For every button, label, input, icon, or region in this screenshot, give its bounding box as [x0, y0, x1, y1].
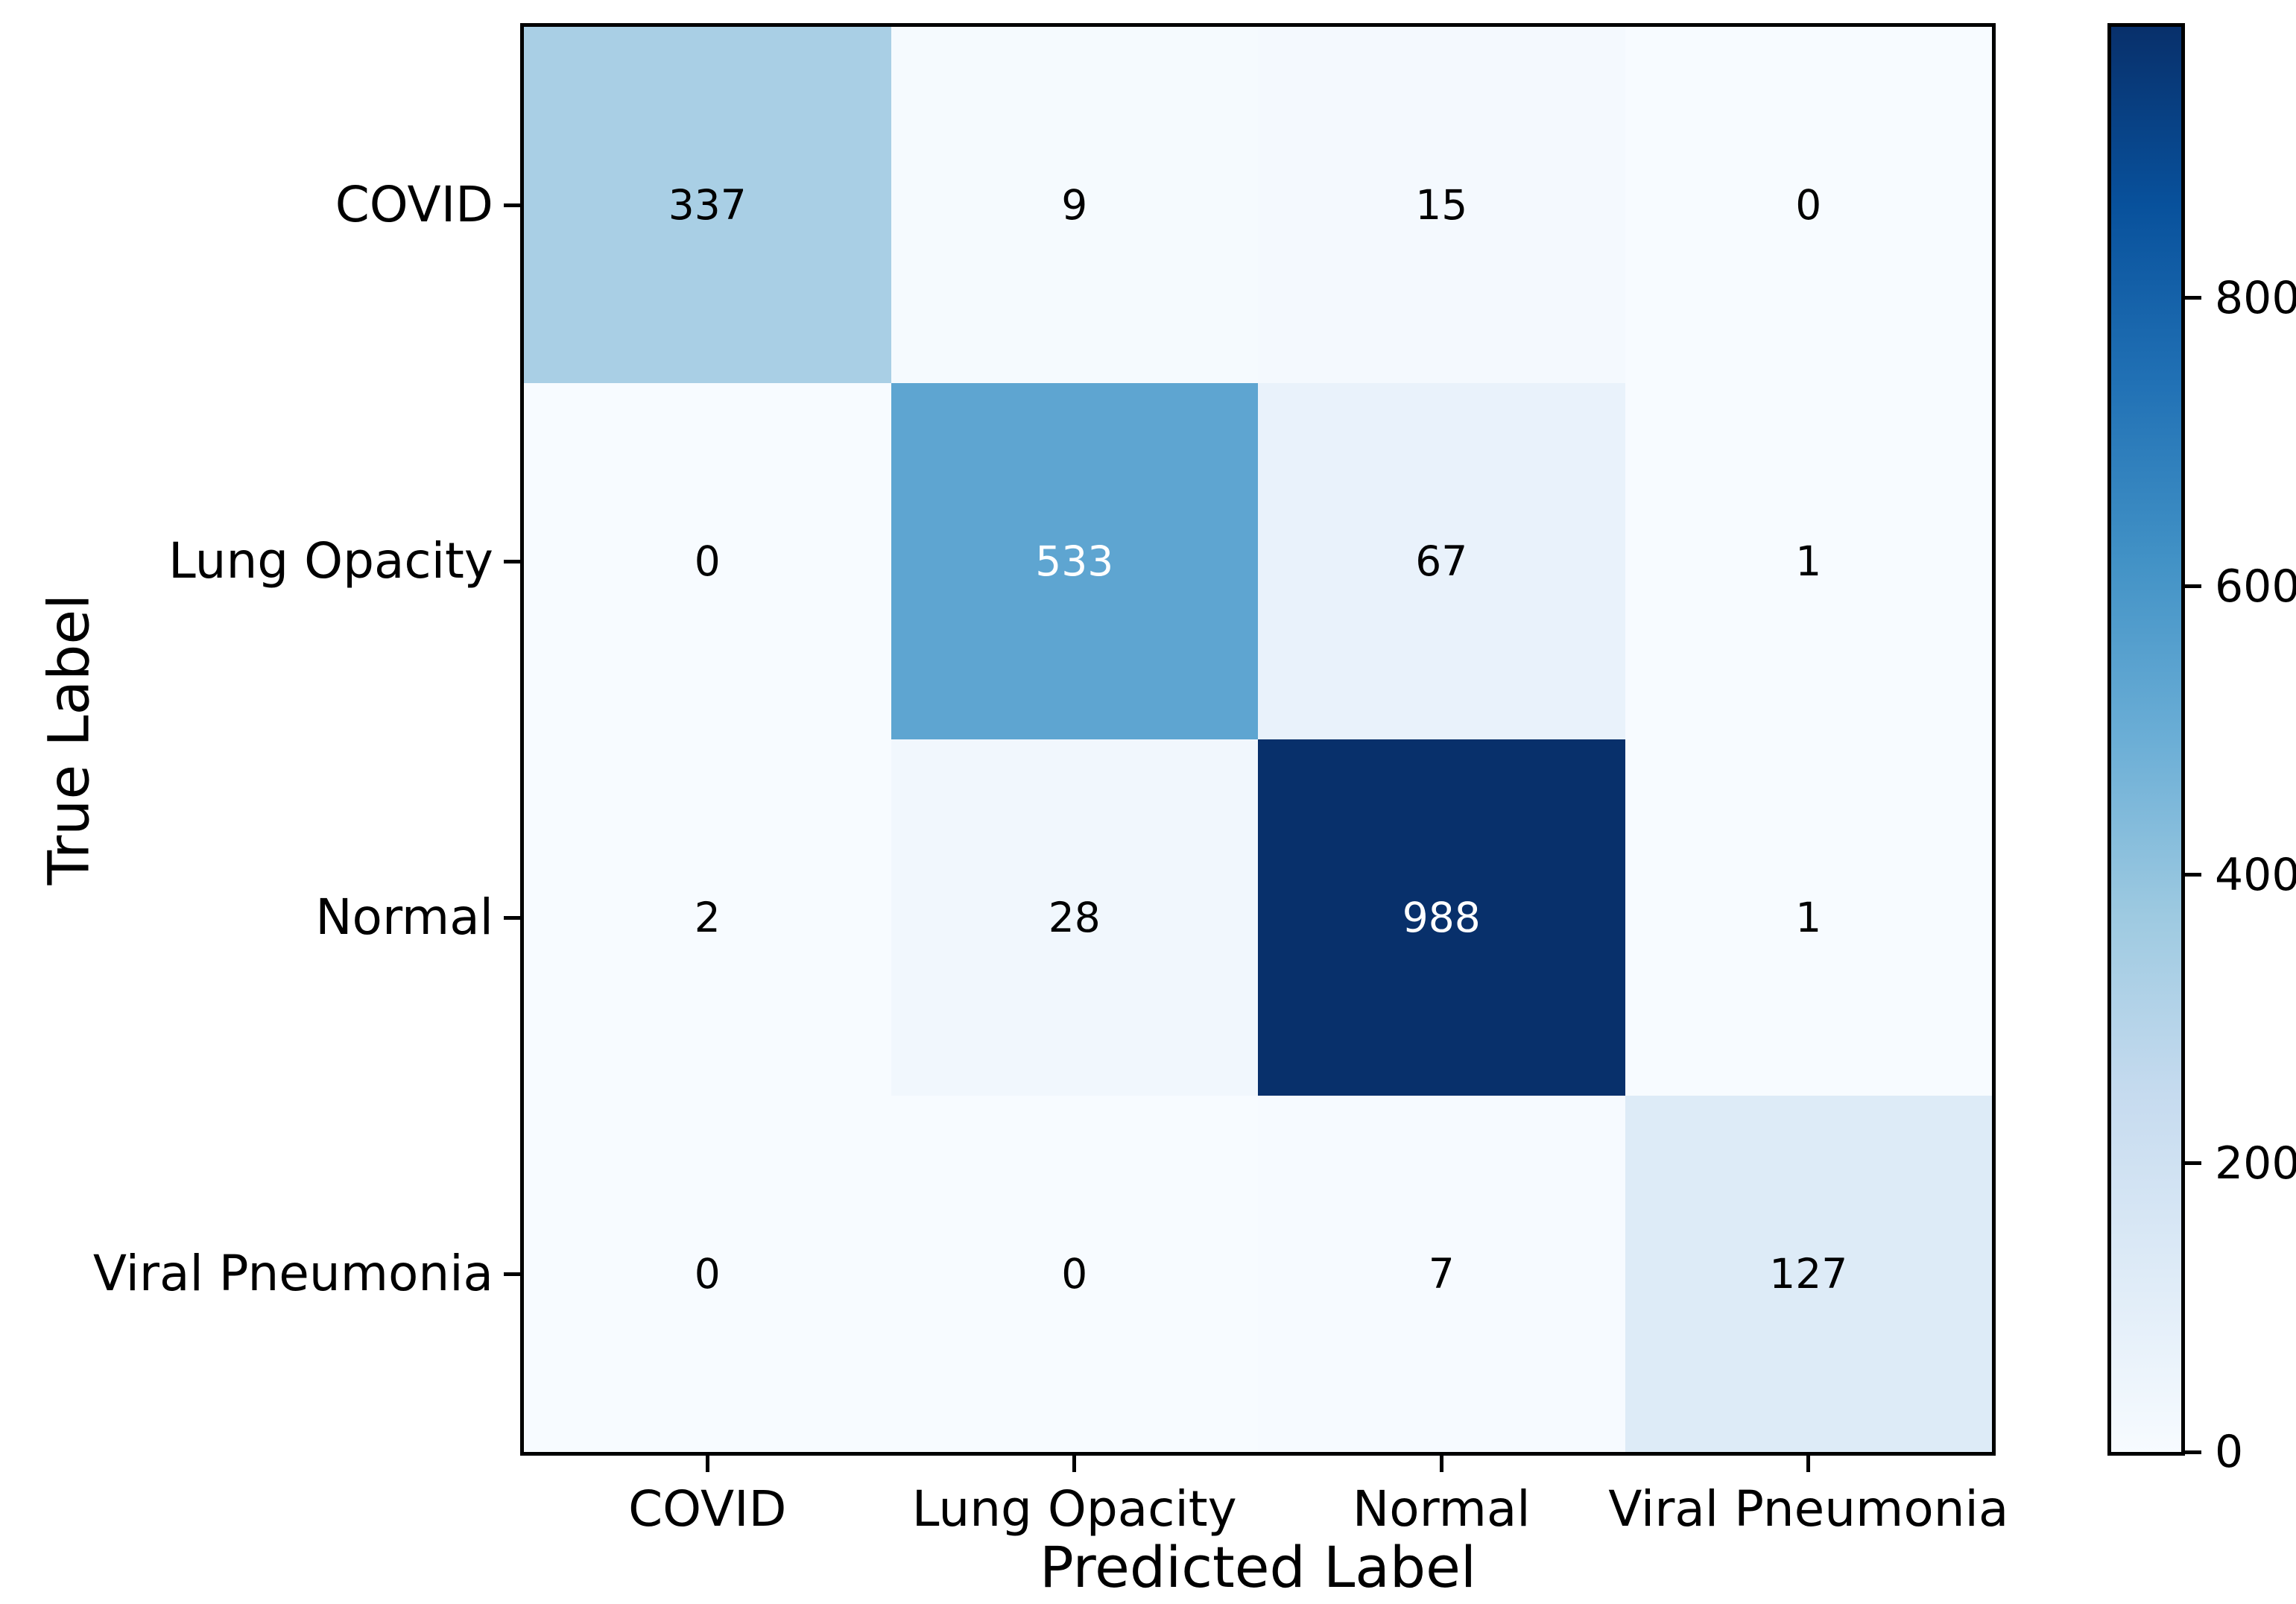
matrix-cell-Viral Pneumonia-COVID: 0	[524, 1096, 891, 1452]
tick-mark	[1072, 1456, 1077, 1472]
matrix-cell-Normal-Normal: 988	[1258, 739, 1625, 1096]
tick-mark	[504, 915, 520, 920]
y-tick-label-Viral Pneumonia: Viral Pneumonia	[92, 1245, 493, 1302]
matrix-cell-COVID-Viral Pneumonia: 0	[1625, 27, 1992, 383]
y-tick-label-COVID: COVID	[335, 176, 493, 233]
matrix-cell-COVID-Lung Opacity: 9	[891, 27, 1258, 383]
x-tick-label-Lung Opacity: Lung Opacity	[911, 1480, 1237, 1538]
x-tick-label-COVID: COVID	[628, 1480, 787, 1538]
colorbar-tick-label-400: 400	[2215, 848, 2296, 901]
matrix-cell-Lung Opacity-Viral Pneumonia: 1	[1625, 383, 1992, 739]
colorbar-tick-label-800: 800	[2215, 271, 2296, 324]
tick-mark	[2185, 1450, 2201, 1454]
matrix-cell-Lung Opacity-COVID: 0	[524, 383, 891, 739]
matrix-cell-COVID-COVID: 337	[524, 27, 891, 383]
colorbar-tick-label-0: 0	[2215, 1426, 2244, 1478]
tick-mark	[2185, 296, 2201, 300]
matrix-cell-Normal-Viral Pneumonia: 1	[1625, 739, 1992, 1096]
tick-mark	[504, 203, 520, 207]
matrix-cell-Viral Pneumonia-Normal: 7	[1258, 1096, 1625, 1452]
tick-mark	[2185, 873, 2201, 877]
tick-mark	[504, 559, 520, 563]
x-tick-label-Normal: Normal	[1352, 1480, 1531, 1538]
matrix-cell-Normal-Lung Opacity: 28	[891, 739, 1258, 1096]
colorbar-tick-label-600: 600	[2215, 560, 2296, 613]
matrix-cell-Viral Pneumonia-Viral Pneumonia: 127	[1625, 1096, 1992, 1452]
x-axis-title: Predicted Label	[1040, 1534, 1476, 1600]
x-tick-label-Viral Pneumonia: Viral Pneumonia	[1608, 1480, 2009, 1538]
tick-mark	[705, 1456, 709, 1472]
matrix-cell-Lung Opacity-Normal: 67	[1258, 383, 1625, 739]
tick-mark	[2185, 584, 2201, 589]
colorbar	[2107, 23, 2185, 1456]
y-axis-title: True Label	[35, 593, 102, 885]
y-tick-label-Normal: Normal	[315, 888, 493, 946]
matrix-cell-Normal-COVID: 2	[524, 739, 891, 1096]
colorbar-tick-label-200: 200	[2215, 1137, 2296, 1190]
tick-mark	[1806, 1456, 1811, 1472]
heatmap-grid: 337 9 15 0 0 533 67 1 2 28 988 1 0 0 7 127	[520, 23, 1996, 1456]
tick-mark	[504, 1272, 520, 1276]
matrix-cell-COVID-Normal: 15	[1258, 27, 1625, 383]
matrix-cell-Viral Pneumonia-Lung Opacity: 0	[891, 1096, 1258, 1452]
y-tick-label-Lung Opacity: Lung Opacity	[168, 532, 493, 590]
tick-mark	[1439, 1456, 1443, 1472]
matrix-cell-Lung Opacity-Lung Opacity: 533	[891, 383, 1258, 739]
tick-mark	[2185, 1161, 2201, 1166]
